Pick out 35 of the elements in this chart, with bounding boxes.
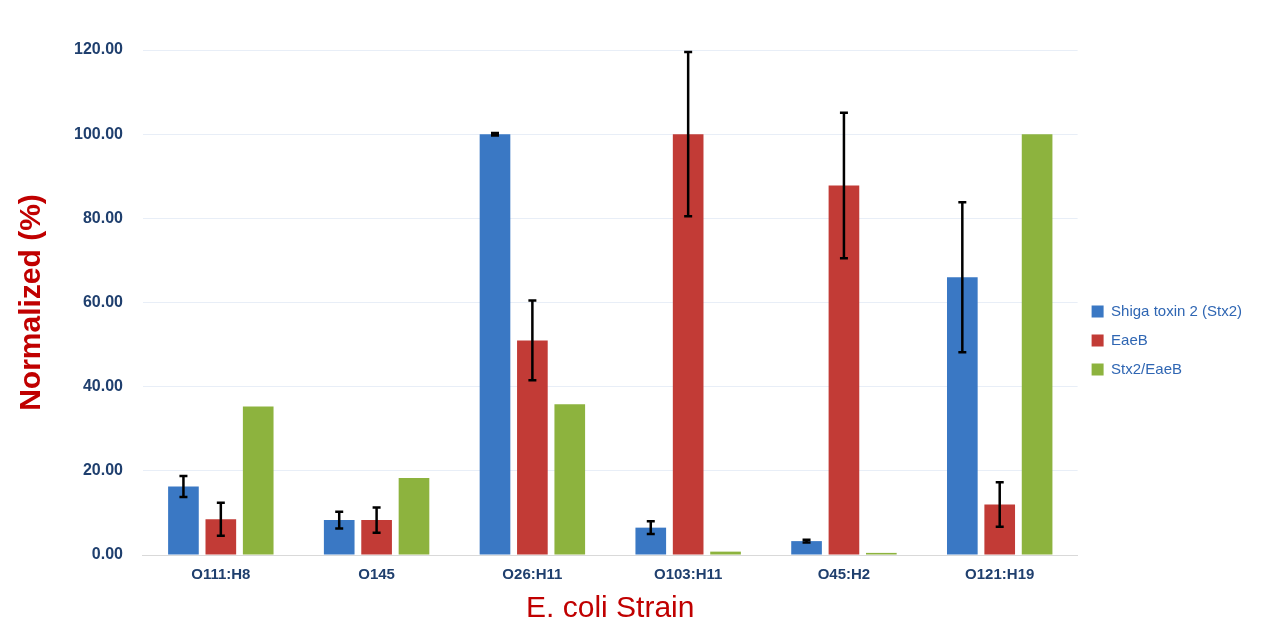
x-tick-label: O111:H8: [191, 565, 251, 583]
bar: [984, 504, 1016, 555]
bar: [828, 185, 860, 555]
bar: [323, 520, 355, 555]
y-tick-label: 40.00: [82, 377, 124, 395]
y-tick-label: 20.00: [82, 461, 124, 479]
x-tick-label: O45:H2: [817, 565, 871, 583]
bar: [947, 277, 978, 555]
bar: [398, 477, 430, 555]
bar: [205, 519, 237, 555]
bar: [672, 134, 704, 555]
legend-label: Shiga toxin 2 (Stx2): [1111, 301, 1243, 319]
x-tick-label: O103:H11: [653, 565, 723, 583]
bar: [517, 340, 548, 555]
y-tick-label: 0.00: [91, 545, 124, 563]
bar: [791, 541, 822, 555]
legend-label: EaeB: [1111, 330, 1148, 348]
y-tick-label: 80.00: [82, 208, 124, 226]
x-tick-label: O145: [358, 565, 395, 583]
bar: [242, 406, 274, 555]
bar: [479, 134, 511, 555]
bar: [554, 404, 586, 555]
y-tick-label: 120.00: [74, 40, 124, 58]
x-tick-label: O26:H11: [502, 565, 563, 583]
y-tick-label: 100.00: [74, 124, 124, 142]
x-axis-title: E. coli Strain: [526, 590, 695, 624]
bar: [361, 520, 392, 555]
bar: [710, 551, 741, 555]
legend-label: Stx2/EaeB: [1111, 359, 1182, 377]
y-axis-title: Normalized (%): [13, 194, 47, 411]
bar: [168, 486, 199, 555]
x-tick-label: O121:H19: [965, 565, 1035, 583]
y-tick-label: 60.00: [82, 292, 124, 310]
bar: [1021, 134, 1053, 555]
bar: [635, 527, 667, 555]
